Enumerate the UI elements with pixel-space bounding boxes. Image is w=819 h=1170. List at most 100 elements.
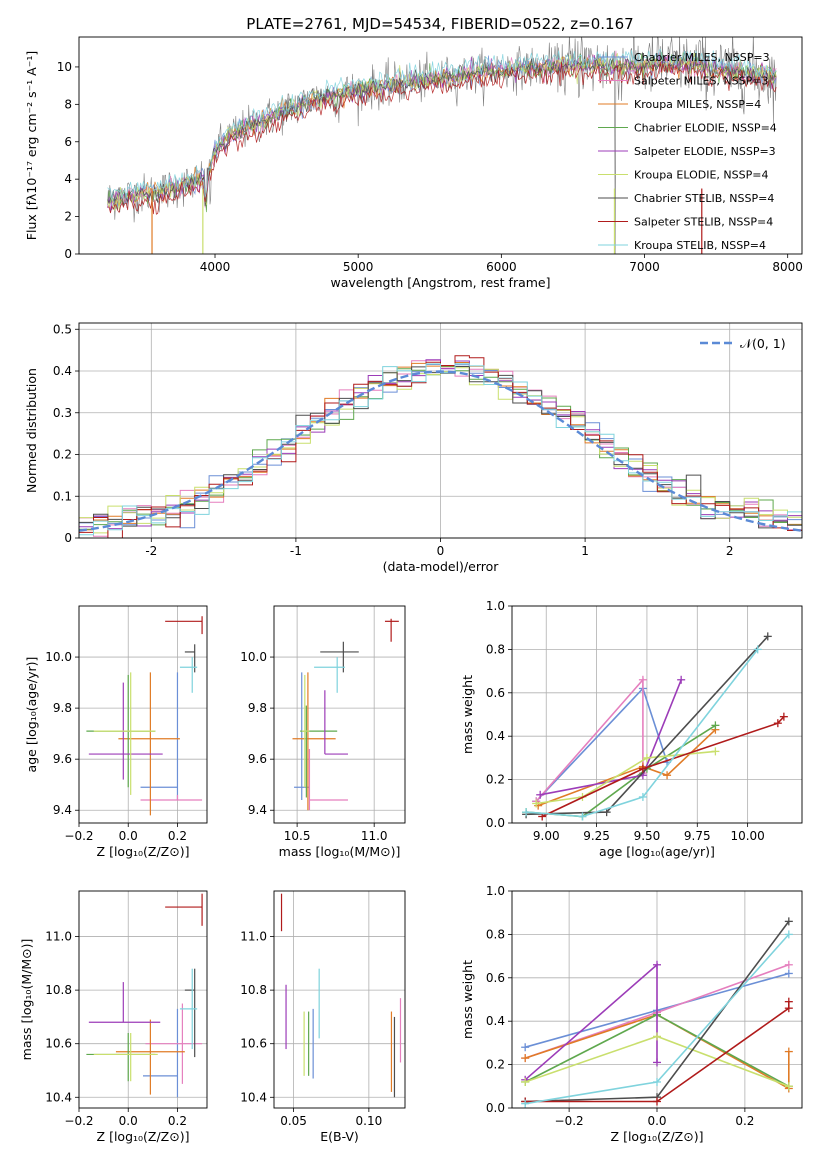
y-tick-label: 2 <box>64 210 72 224</box>
x-axis-label: E(B-V) <box>320 1129 359 1144</box>
x-tick-label: 10.5 <box>284 829 311 843</box>
weight-marker <box>653 1032 661 1041</box>
errorbar-kroupa-elodie <box>93 672 156 795</box>
weight-marker <box>638 764 647 773</box>
x-tick-label: 0.10 <box>356 1114 383 1128</box>
x-tick-label: 1 <box>581 544 589 558</box>
y-tick-label: 10.6 <box>240 1037 267 1051</box>
weight-marker <box>578 812 587 821</box>
x-tick-label: 0.0 <box>647 1114 666 1128</box>
legend-entry: Kroupa STELIB, NSSP=4 <box>634 239 766 252</box>
errorbar-chabrier-stelib <box>184 968 196 1058</box>
y-tick-label: 10.4 <box>240 1090 267 1104</box>
x-axis-label: Z [log₁₀(Z/Z⊙)] <box>97 1129 190 1144</box>
normal-reference-curve <box>79 370 802 532</box>
axes-residuals: -2 -1 0 1 2 0 0.1 0.2 0.3 0.4 0.5 (data-model)/erro… <box>24 322 803 574</box>
legend-entry: Salpeter MILES, NSSP=3 <box>634 75 768 88</box>
weight-marker <box>784 1047 793 1056</box>
y-tick-label: 0.8 <box>486 927 505 941</box>
y-tick-label: 9.6 <box>53 752 72 766</box>
y-axis-label: Normed distribution <box>24 368 39 493</box>
x-tick-label: 11.0 <box>361 829 388 843</box>
errorbar-salpeter-elodie <box>324 690 348 755</box>
weight-marker <box>638 675 647 684</box>
y-axis-label: mass weight <box>460 675 475 754</box>
weight-marker <box>784 1082 793 1091</box>
x-tick-label: 0.2 <box>735 1114 754 1128</box>
weight-marker <box>653 1077 661 1086</box>
weight-marker <box>522 808 531 817</box>
legend-entry: Salpeter STELIB, NSSP=4 <box>634 216 773 229</box>
y-tick-label: 9.8 <box>248 701 267 715</box>
plot-area <box>79 355 802 538</box>
plot-area <box>86 616 203 816</box>
y-tick-label: 1.0 <box>486 599 505 613</box>
weight-marker <box>677 675 686 684</box>
weight-marker <box>753 645 762 654</box>
axes-massweight_vs_Z: −0.2 0.0 0.2 0.0 0.2 0.4 0.6 0.8 1.0 Z [log₁₀(Z/Z… <box>460 884 803 1144</box>
x-tick-label: 7000 <box>629 260 660 274</box>
plot-area <box>521 917 793 1108</box>
y-tick-label: 0 <box>64 247 72 261</box>
errorbar-chabrier-miles <box>294 672 310 801</box>
errorbar-chabrier-miles <box>140 672 179 801</box>
errorbar-kroupa-miles <box>118 672 180 816</box>
errorbar-chabrier-stelib <box>184 644 196 673</box>
y-tick-label: 0.4 <box>486 1014 505 1028</box>
weight-line-chabrier-miles <box>535 686 668 802</box>
y-tick-label: 0.0 <box>486 816 505 830</box>
y-axis-label: Flux [fλ10⁻¹⁷ erg cm⁻² s⁻¹ A⁻¹] <box>24 51 39 240</box>
legend-entry: Kroupa MILES, NSSP=4 <box>634 98 761 111</box>
y-tick-label: 10.4 <box>45 1090 72 1104</box>
weight-marker <box>653 1058 661 1067</box>
axes-massweight_vs_age: 9.00 9.25 9.50 9.75 10.00 0.0 0.2 0.4 0.6 0.8 1.0 a… <box>460 599 803 859</box>
errorbar-chabrier-miles <box>143 1008 179 1098</box>
plot-area <box>292 618 399 811</box>
weight-line-salpeter-stelib <box>541 716 785 818</box>
x-tick-label: 5000 <box>343 260 374 274</box>
weight-marker <box>642 753 651 762</box>
y-tick-label: 1.0 <box>486 884 505 898</box>
x-tick-label: 0.0 <box>119 1114 138 1128</box>
y-tick-label: 9.8 <box>53 701 72 715</box>
y-tick-label: 4 <box>64 172 72 186</box>
weight-marker <box>784 960 793 969</box>
x-tick-label: 8000 <box>772 260 803 274</box>
axes-frame <box>511 605 803 824</box>
errorbar-kroupa-elodie <box>301 674 310 788</box>
y-tick-label: 6 <box>64 135 72 149</box>
errorbar-salpeter-miles <box>145 1003 203 1084</box>
spectrum-legend: Chabrier MILES, NSSP=3 Salpeter MILES, NS… <box>598 51 777 252</box>
weight-marker <box>653 960 661 969</box>
legend-entry: Kroupa ELODIE, NSSP=4 <box>634 169 768 182</box>
weight-line-salpeter-elodie <box>540 679 682 796</box>
y-tick-label: 0.3 <box>53 406 72 420</box>
weight-marker <box>521 1043 530 1052</box>
y-tick-label: 0.5 <box>53 322 72 336</box>
legend-entry: Chabrier STELIB, NSSP=4 <box>634 192 774 205</box>
x-tick-label: 0 <box>437 544 445 558</box>
x-tick-label: 9.25 <box>583 829 610 843</box>
x-tick-label: 6000 <box>486 260 517 274</box>
x-axis-label: (data-model)/error <box>383 559 500 574</box>
errorbar-salpeter-stelib <box>384 618 399 642</box>
y-tick-label: 0.6 <box>486 686 505 700</box>
y-tick-label: 10.0 <box>45 650 72 664</box>
plot-area <box>280 893 402 1098</box>
weight-line-kroupa-stelib <box>526 648 759 818</box>
plot-area <box>86 893 203 1098</box>
x-tick-label: 0.0 <box>119 829 138 843</box>
y-tick-label: 10.8 <box>45 983 72 997</box>
errorbar-salpeter-stelib <box>165 616 203 635</box>
y-tick-label: 11.0 <box>240 930 267 944</box>
legend-entry: Chabrier ELODIE, NSSP=4 <box>634 122 777 135</box>
x-tick-label: 9.50 <box>634 829 661 843</box>
errorbar-chabrier-elodie <box>86 1032 156 1082</box>
errorbar-kroupa-stelib <box>179 657 198 693</box>
figure-title: PLATE=2761, MJD=54534, FIBERID=0522, z=0… <box>246 15 633 33</box>
x-tick-label: 9.75 <box>684 829 711 843</box>
y-tick-label: 0.1 <box>53 489 72 503</box>
y-tick-label: 0.6 <box>486 971 505 985</box>
weight-marker <box>711 721 720 730</box>
x-axis-label: mass [log₁₀(M/M⊙)] <box>279 844 401 859</box>
